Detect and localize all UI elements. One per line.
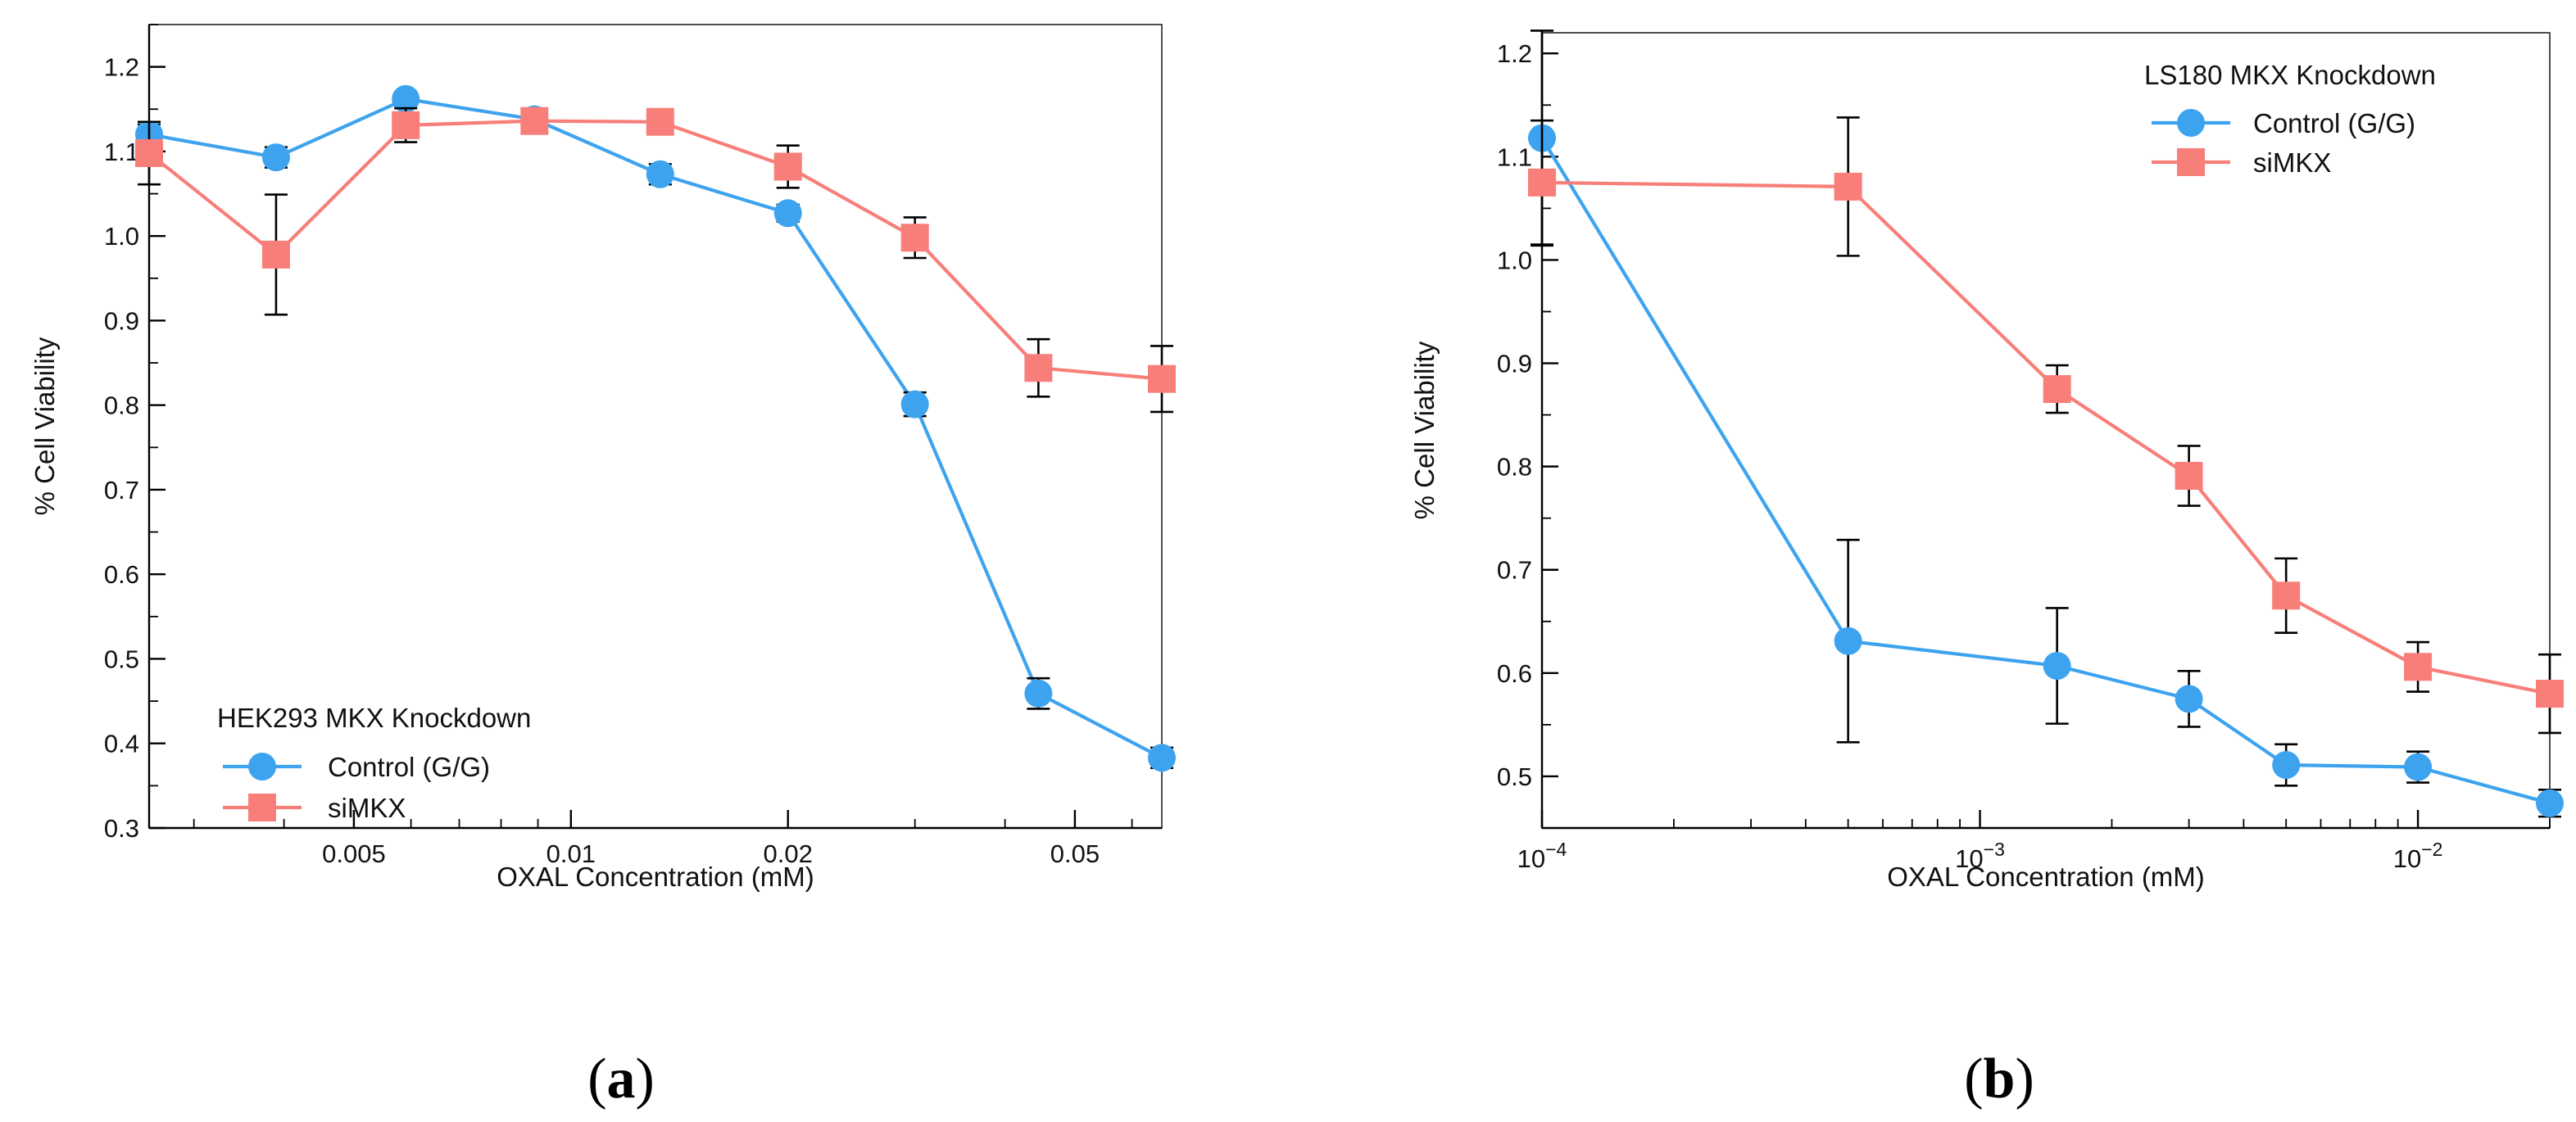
- data-point: [2404, 653, 2433, 681]
- panel-label: (a): [587, 1047, 655, 1111]
- x-tick-label: 10−4: [1517, 839, 1567, 873]
- y-tick-label: 0.4: [104, 730, 139, 758]
- data-point: [392, 84, 420, 113]
- legend-label: Control (G/G): [2253, 108, 2415, 138]
- data-point: [1148, 364, 1176, 393]
- x-axis-title: OXAL Concentration (mM): [497, 862, 814, 892]
- data-point: [261, 240, 290, 269]
- legend-marker: [2177, 109, 2205, 137]
- panel-label: (b): [1964, 1047, 2034, 1111]
- panel-b-chart: 0.5 0.6 0.7 0.8 0.9 1.0 1.1 1.2 10−4 10−3 10−2 OXAL…: [1409, 29, 2564, 1111]
- data-point: [1834, 172, 1862, 201]
- x-tick-label: 0.05: [1050, 839, 1100, 868]
- series-line: [1541, 180, 2551, 696]
- y-tick-label: 1.1: [1497, 143, 1532, 171]
- data-point: [2404, 753, 2433, 781]
- plot-frame: [1541, 32, 2551, 829]
- y-tick-label: 0.3: [104, 814, 139, 843]
- data-point: [261, 143, 290, 172]
- y-tick-label: 1.0: [1497, 246, 1532, 274]
- data-point: [2043, 375, 2071, 404]
- x-tick-label: 0.02: [764, 839, 813, 868]
- data-point: [2272, 751, 2301, 780]
- y-tick-label: 1.0: [104, 222, 139, 251]
- series-simkx: [1528, 116, 2564, 735]
- series-line: [1540, 137, 2551, 805]
- legend-marker: [2177, 148, 2205, 176]
- y-tick-label: 0.9: [1497, 350, 1532, 378]
- legend: LS180 MKX Knockdown Control (G/G) siMKX: [2144, 60, 2436, 178]
- x-tick-label: 0.01: [546, 839, 596, 868]
- y-tick-label: 0.5: [1497, 762, 1532, 791]
- data-point: [2272, 581, 2301, 610]
- y-tick-label: 0.9: [104, 306, 139, 335]
- data-point: [900, 224, 929, 252]
- data-point: [1528, 168, 1556, 197]
- data-point: [773, 152, 802, 181]
- data-point: [646, 107, 674, 136]
- legend-title: HEK293 MKX Knockdown: [217, 703, 531, 733]
- series-line: [148, 97, 1163, 760]
- y-tick-label: 0.8: [104, 391, 139, 420]
- y-axis-title: % Cell Viability: [29, 337, 60, 515]
- x-axis-title: OXAL Concentration (mM): [1887, 862, 2205, 892]
- series-line: [147, 119, 1163, 381]
- legend-title: LS180 MKX Knockdown: [2144, 60, 2436, 90]
- legend-marker: [248, 794, 276, 821]
- data-point: [2536, 789, 2564, 817]
- data-point: [2043, 652, 2071, 681]
- y-tick-label: 0.7: [1497, 556, 1532, 585]
- y-axis-title: % Cell Viability: [1409, 341, 1440, 519]
- legend-label: siMKX: [328, 793, 406, 823]
- series-control: [135, 84, 1176, 772]
- data-point: [1148, 744, 1176, 772]
- y-tick-label: 0.8: [1497, 453, 1532, 482]
- data-point: [135, 138, 163, 167]
- data-point: [2175, 461, 2203, 490]
- data-point: [2175, 685, 2203, 713]
- panel-a-chart: 0.3 0.4 0.5 0.6 0.7 0.8 0.9 1.0 1.1 1.2 0.005 0.01 0…: [29, 24, 1176, 1111]
- y-tick-label: 1.2: [104, 53, 139, 82]
- data-point: [2536, 680, 2564, 708]
- y-tick-label: 1.2: [1497, 39, 1532, 68]
- legend-label: siMKX: [2253, 147, 2331, 178]
- x-tick-label: 10−3: [1955, 839, 2005, 873]
- y-tick-label: 1.1: [104, 138, 139, 166]
- legend-marker: [248, 753, 276, 780]
- data-point: [900, 390, 929, 418]
- data-point: [646, 160, 674, 188]
- y-tick-label: 0.6: [1497, 659, 1532, 688]
- x-tick-label: 0.005: [322, 839, 386, 868]
- legend: HEK293 MKX Knockdown Control (G/G) siMKX: [217, 703, 531, 823]
- y-tick-label: 0.7: [104, 476, 139, 504]
- y-tick-label: 0.5: [104, 645, 139, 673]
- data-point: [1834, 627, 1862, 655]
- data-point: [1024, 679, 1053, 708]
- data-point: [520, 106, 549, 135]
- series-control: [1528, 29, 2564, 818]
- legend-label: Control (G/G): [328, 752, 490, 782]
- data-point: [773, 199, 802, 228]
- y-tick-label: 0.6: [104, 560, 139, 589]
- series-simkx: [135, 106, 1176, 414]
- data-point: [392, 111, 420, 139]
- data-point: [1024, 354, 1053, 382]
- x-tick-label: 10−2: [2393, 839, 2443, 873]
